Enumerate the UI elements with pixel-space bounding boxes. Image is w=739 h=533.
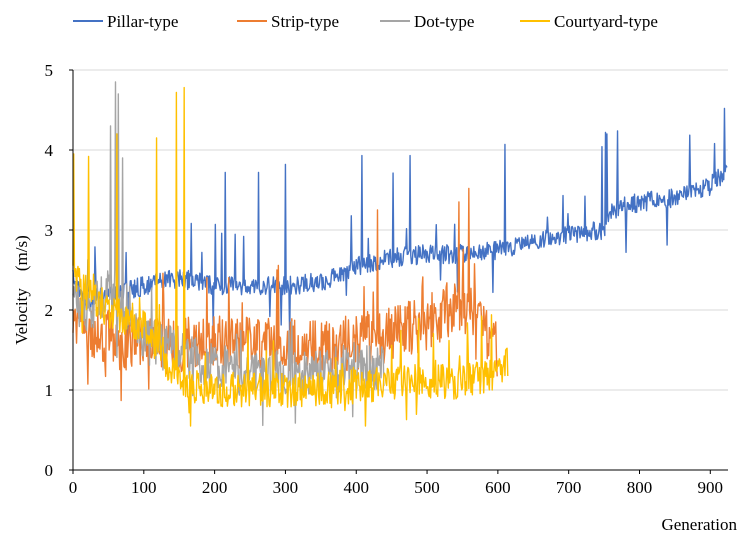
x-tick-label: 600 [485,478,511,497]
series-layer [72,81,728,427]
legend: Pillar-type Strip-type Dot-type Courtyard-t… [73,12,658,31]
x-ticks: 0 100 200 300 400 500 600 700 800 900 [69,470,723,497]
axes [72,70,728,471]
x-tick-label: 500 [414,478,440,497]
x-tick-label: 900 [698,478,724,497]
x-tick-label: 100 [131,478,157,497]
x-tick-label: 0 [69,478,78,497]
gridlines [73,69,728,391]
legend-label: Courtyard-type [554,12,658,31]
y-axis-title: Velocity (m/s) [12,235,31,345]
x-tick-label: 800 [627,478,653,497]
x-tick-label: 200 [202,478,228,497]
y-tick-label: 2 [45,301,54,320]
y-ticks: 0 1 2 3 4 5 [45,61,73,480]
x-tick-label: 300 [273,478,299,497]
x-tick-label: 400 [343,478,369,497]
legend-label: Strip-type [271,12,339,31]
series-line-courtyard-type [72,86,509,427]
y-tick-label: 4 [45,141,54,160]
x-tick-label: 700 [556,478,582,497]
y-tick-label: 3 [45,221,54,240]
series-line-pillar-type [72,107,728,345]
x-axis-title: Generation [661,515,737,533]
y-tick-label: 5 [45,61,54,80]
y-tick-label: 0 [45,461,54,480]
legend-label: Pillar-type [107,12,178,31]
y-tick-label: 1 [45,381,54,400]
legend-label: Dot-type [414,12,474,31]
series-line-dot-type [72,81,385,427]
